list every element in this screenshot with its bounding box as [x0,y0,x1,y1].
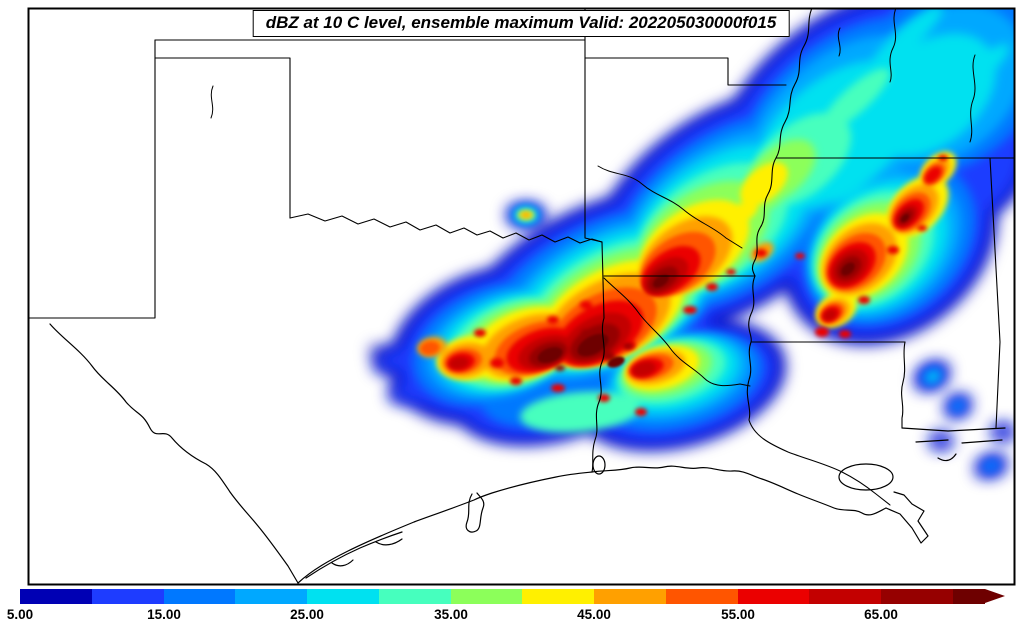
river-red-texas-oklahoma [289,213,603,244]
river-tennessee [889,9,897,83]
colorbar-bar [20,589,953,604]
colorbar-segment [163,589,236,604]
colorbar-tick-label: 35.00 [434,607,468,622]
river-squiggle-northeast [969,54,976,143]
mississippi-coastline [901,427,1006,432]
border-mississippi-alabama [989,157,1001,429]
map-title: dBZ at 10 C level, ensemble maximum Vali… [252,10,790,37]
colorbar-segment [20,589,92,604]
colorbar-segment [307,589,379,604]
reflectivity-field [370,9,1014,477]
colorbar-tick-label: 25.00 [290,607,324,622]
river-arkansas [597,165,743,249]
colorbar-segment [91,589,164,604]
rivers [210,9,976,387]
galveston-bay [465,492,485,533]
river-mississippi-lower [746,275,891,506]
lake-pontchartrain [838,463,894,491]
river-squiggle-missouri [837,27,841,57]
colorbar-overflow [953,589,985,604]
rio-grande-border [49,323,299,584]
border-texas-arkansas-94w [601,241,605,319]
colorbar-tick-label: 55.00 [721,607,755,622]
colorbar-segment [665,589,738,604]
refl-level-70 [537,213,910,368]
corpus-christi-bay [331,559,354,567]
sabine-lake [592,455,606,475]
colorbar-segment [809,589,882,604]
colorbar-segment [235,589,308,604]
colorbar-tick-label: 65.00 [864,607,898,622]
border-newmexico-texas [29,39,156,319]
colorbar-tick-label: 45.00 [577,607,611,622]
river-pearl [901,341,906,429]
louisiana-coastline [591,465,887,516]
colorbar-segment [737,589,810,604]
border-oklahoma-missouri-arkansas-west [584,9,603,243]
map-frame [27,7,1016,586]
padre-island [305,531,403,579]
colorbar-tick-label: 15.00 [147,607,181,622]
state-boundaries [29,9,1014,506]
colorbar [20,589,1030,604]
barrier-islands [915,439,1003,462]
colorbar-segment [450,589,523,604]
river-pecos-newmexico [210,85,214,119]
border-missouri-arkansas-bootheel [584,57,787,86]
colorbar-segment [522,589,595,604]
matagorda-bay [375,538,403,546]
river-sabine-tx-la [591,317,605,473]
mississippi-delta [885,491,929,544]
colorbar-ticks: 5.00 15.00 25.00 35.00 45.00 55.00 65.00 [0,607,1033,629]
colorbar-segment [881,589,953,604]
texas-coastline [297,471,593,584]
colorbar-tick-label: 5.00 [6,607,34,622]
colorbar-arrow [985,589,1005,603]
border-texas-panhandle [154,57,291,219]
colorbar-segment [378,589,451,604]
coastlines [49,323,1006,584]
colorbar-segment [594,589,666,604]
river-red-louisiana [603,277,751,387]
